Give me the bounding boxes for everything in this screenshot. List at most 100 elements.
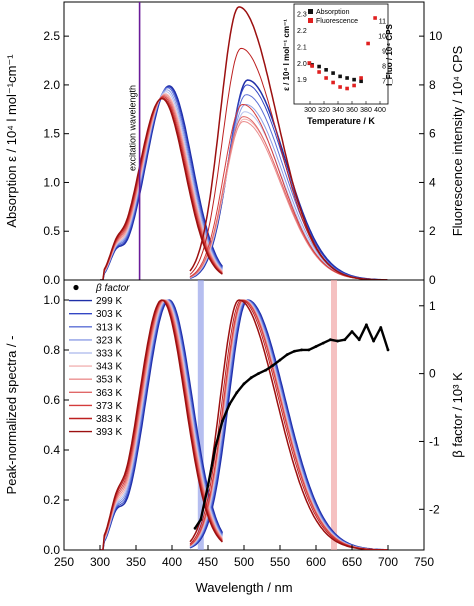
inset-absorption-point — [331, 71, 335, 75]
absorption-curve-313 — [100, 87, 223, 280]
x-tick-label: 700 — [378, 555, 398, 569]
bottom-left-tick-label: 1.0 — [43, 293, 60, 307]
bottom-left-axis: 0.0 0.2 0.4 0.6 0.8 1.0 — [43, 293, 69, 557]
inset-x-tick-label: 360 — [346, 107, 358, 114]
fluorescence-curve-373 — [189, 103, 388, 280]
bottom-right-axis-label: β factor / 10³ K — [450, 372, 465, 458]
inset-fluorescence-point — [366, 41, 370, 46]
bottom-right-tick-label: -2 — [429, 502, 440, 516]
top-right-tick-label: 10 — [429, 29, 443, 43]
absorption-curve-393 — [100, 97, 223, 280]
bottom-left-axis-label: Peak-normalized spectra / - — [4, 336, 19, 495]
x-tick-label: 600 — [306, 555, 326, 569]
bottom-right-tick-label: 1 — [429, 299, 436, 313]
x-tick-label: 350 — [126, 555, 146, 569]
inset-fluorescence-point — [352, 83, 356, 88]
bottom-curves — [100, 299, 388, 550]
inset-absorption-point — [324, 68, 328, 72]
highlight-band — [331, 280, 337, 550]
beta-factor-point — [221, 419, 224, 423]
beta-factor-point — [307, 348, 311, 352]
inset-legend-absorption-marker — [308, 9, 313, 14]
legend-entry: β factor — [95, 283, 130, 294]
legend-entry: 333 K — [96, 349, 122, 360]
beta-factor-point — [357, 338, 361, 342]
bottom-right-axis: -2 -1 0 1 — [419, 299, 440, 516]
inset-x-axis-label: Temperature / K — [307, 116, 375, 126]
beta-factor-point — [350, 330, 354, 333]
beta-factor-series — [193, 323, 390, 530]
legend-entry: 383 K — [96, 414, 122, 425]
beta-factor-point — [199, 518, 203, 521]
inset-absorption-point — [352, 77, 356, 82]
beta-factor-point — [257, 372, 260, 376]
beta-factor-point — [242, 382, 246, 386]
absorption-curve-333 — [100, 91, 223, 280]
highlight-bands — [197, 280, 337, 550]
beta-factor-point — [228, 402, 232, 406]
inset-fluorescence-point — [310, 64, 314, 68]
top-right-axis-label: Fluorescence intensity / 10⁴ CPS — [450, 45, 465, 236]
inset-chart: 300 320 340 360 380 400 1.9 2.0 2.1 2.2 2.3 7 8 9 10 11 — [297, 12, 386, 114]
inset-x-tick-label: 400 — [374, 107, 386, 114]
legend-entry: 323 K — [96, 335, 122, 346]
bottom-right-tick-label: 0 — [429, 367, 436, 381]
legend-entry: 313 K — [96, 322, 122, 333]
inset-left-tick-label: 2.2 — [297, 28, 307, 35]
normalized-absorption-343 — [100, 299, 223, 550]
beta-factor-point — [206, 484, 210, 487]
top-left-tick-label: 1.5 — [43, 127, 60, 141]
top-right-tick-label: 0 — [429, 273, 436, 287]
x-axis: 250 300 350 400 450 500 550 600 650 700 750 — [54, 545, 434, 569]
bottom-left-tick-label: 0.8 — [43, 343, 60, 357]
highlight-band — [197, 280, 204, 550]
legend-entry: 393 K — [96, 427, 122, 438]
bottom-left-tick-label: 0.6 — [43, 393, 60, 407]
top-right-tick-label: 6 — [429, 127, 436, 141]
beta-factor-point — [213, 446, 217, 450]
inset-right-tick-label: 7 — [382, 79, 386, 86]
inset-fluorescence-point — [324, 76, 328, 80]
normalized-absorption-323 — [100, 299, 223, 550]
inset-fluorescence-point — [359, 76, 363, 80]
inset-legend: Absorption Fluorescence — [308, 9, 358, 25]
beta-factor-point — [365, 323, 368, 327]
x-tick-label: 300 — [90, 555, 110, 569]
inset-fluorescence-point — [331, 80, 335, 85]
inset-absorption-point — [359, 79, 363, 84]
legend: β factor 299 K 303 K 313 K 323 K 333 K 343 K 35… — [69, 283, 130, 438]
inset-fluorescence-point — [338, 85, 342, 89]
legend-entry: 353 K — [96, 375, 122, 386]
normalized-absorption-393 — [100, 299, 223, 550]
normalized-absorption-313 — [100, 299, 223, 550]
bottom-left-tick-label: 0.0 — [43, 543, 60, 557]
absorption-curve-383 — [100, 97, 223, 280]
inset-x-tick-label: 320 — [318, 107, 330, 114]
beta-factor-point — [336, 339, 339, 343]
top-right-axis: 0 2 4 6 8 10 — [419, 29, 443, 287]
x-tick-label: 400 — [162, 555, 182, 569]
x-tick-label: 550 — [270, 555, 290, 569]
inset-legend-fluorescence-marker — [308, 18, 313, 23]
legend-entry: 373 K — [96, 401, 122, 412]
beta-factor-point — [372, 339, 375, 343]
beta-factor-point — [271, 364, 275, 367]
absorption-curve-373 — [100, 96, 223, 280]
legend-entry: 299 K — [96, 296, 122, 307]
beta-factor-point — [193, 526, 197, 530]
inset-fluorescence-point — [307, 61, 312, 65]
normalized-absorption-353 — [100, 299, 223, 550]
top-curves — [100, 6, 388, 280]
absorption-curve-343 — [100, 93, 223, 280]
beta-factor-point — [300, 348, 303, 352]
inset-legend-absorption: Absorption — [316, 9, 350, 16]
inset-right-tick-label: 10 — [378, 34, 386, 41]
top-left-tick-label: 0.5 — [43, 224, 60, 238]
x-tick-label: 750 — [414, 555, 434, 569]
beta-factor-line — [193, 323, 390, 529]
inset-fluorescence-point — [317, 70, 321, 74]
x-tick-label: 450 — [198, 555, 218, 569]
inset-absorption-point — [338, 74, 342, 79]
top-left-axis-label: Absorption ε / 10⁴ l mol⁻¹cm⁻¹ — [4, 54, 19, 228]
